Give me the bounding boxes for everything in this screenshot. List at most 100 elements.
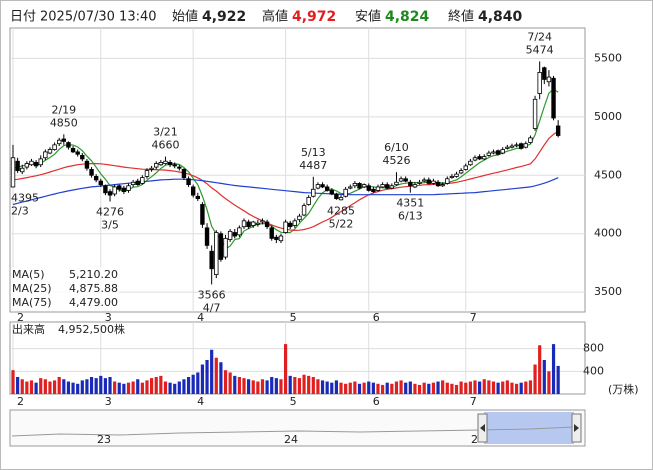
volume-bar [459, 381, 463, 394]
candle-body [38, 158, 43, 166]
volume-bar [408, 381, 412, 394]
volume-bar [71, 382, 75, 394]
candle-body [495, 150, 501, 155]
x-tick-label: 2 [17, 395, 24, 408]
candle-body [398, 178, 404, 182]
volume-bar [482, 379, 486, 394]
volume-bar [353, 381, 357, 394]
annotation-price: 4351 [396, 197, 424, 210]
volume-bar [348, 382, 352, 394]
x-tick-label: 6 [373, 311, 380, 324]
volume-bar [441, 380, 445, 394]
volume-bar [150, 378, 154, 394]
candle-body [70, 147, 76, 153]
volume-bar [417, 384, 422, 394]
candle-body [214, 232, 219, 276]
volume-bar [25, 381, 29, 394]
annotation-date: 7/24 [527, 30, 552, 43]
volume-bar [316, 379, 320, 394]
volume-bar [283, 344, 288, 394]
candle-body [542, 67, 547, 80]
candle-body [89, 169, 94, 176]
y-tick-label: 800 [583, 342, 604, 355]
candle-body [509, 145, 515, 148]
x-tick-label: 4 [197, 311, 204, 324]
candle-body [380, 184, 385, 188]
annotation-date: 3/5 [101, 218, 119, 231]
annotation-price: 5474 [526, 43, 554, 56]
candle-body [158, 162, 164, 166]
candle-body [181, 169, 187, 178]
volume-bar [334, 380, 338, 394]
candle-body [195, 195, 200, 200]
candle-body [43, 151, 48, 159]
candle-body [458, 170, 464, 174]
annotation-date: 2/19 [51, 103, 76, 116]
volume-bar [542, 359, 546, 394]
legend-value: 4,479.00 [69, 296, 118, 309]
candle-body [241, 220, 247, 228]
candle-body [371, 188, 376, 193]
y-tick-label: 4500 [594, 168, 622, 181]
volume-bar [274, 378, 278, 394]
candle-body [251, 221, 256, 226]
annotation-price: 4276 [96, 205, 124, 218]
y-tick-label: 400 [583, 364, 604, 377]
candle-body [311, 188, 316, 197]
volume-bar [103, 378, 107, 394]
volume-bar [357, 383, 362, 394]
volume-bar [501, 381, 505, 394]
annotation-date: 3/21 [153, 126, 178, 139]
volume-bar [491, 381, 496, 394]
volume-latest: 4,952,500株 [58, 322, 125, 336]
volume-bar [219, 362, 223, 394]
header-low: 4,824 [385, 9, 430, 25]
volume-bar [468, 381, 472, 394]
candle-body [449, 176, 455, 178]
volume-bar [371, 382, 375, 394]
volume-bar [551, 344, 556, 394]
volume-bar [159, 375, 163, 394]
candle-body [154, 163, 159, 168]
candle-body [149, 167, 154, 170]
candle-body [264, 221, 270, 228]
annotation-price: 3566 [198, 288, 226, 301]
volume-bar [344, 383, 348, 394]
candle-body [172, 164, 177, 167]
volume-bar [11, 370, 15, 394]
candle-body [394, 181, 399, 186]
legend-box [11, 267, 119, 311]
volume-bar [247, 379, 251, 394]
volume-bar [205, 359, 209, 394]
y-tick-label: 5000 [594, 110, 622, 123]
candle-body [348, 186, 353, 189]
annotation-date: 5/13 [301, 146, 326, 159]
volume-bar [307, 375, 311, 394]
volume-bar [39, 378, 43, 394]
volume-bar [196, 372, 200, 394]
volume-bar [251, 380, 255, 394]
candle-body [537, 72, 542, 94]
volume-bar [242, 378, 246, 394]
volume-bar [394, 381, 399, 394]
candle-body [297, 215, 302, 221]
volume-bar [413, 383, 417, 394]
header-open-label: 始値 [172, 9, 198, 25]
annotation-date: 5/22 [329, 217, 354, 230]
candle-body [200, 204, 205, 225]
candle-body [551, 77, 556, 119]
legend-value: 4,875.88 [69, 282, 118, 295]
candle-body [29, 160, 34, 166]
candle-body [98, 180, 103, 186]
candle-body [519, 143, 524, 149]
volume-bar [362, 382, 366, 394]
candle-body [468, 160, 473, 166]
annotation-price: 4487 [299, 159, 327, 172]
candle-body [431, 180, 436, 184]
candle-body [408, 181, 413, 187]
candle-body [306, 197, 311, 205]
x-tick-label: 3 [105, 311, 112, 324]
volume-bar [454, 384, 459, 394]
candle-body [287, 222, 293, 228]
